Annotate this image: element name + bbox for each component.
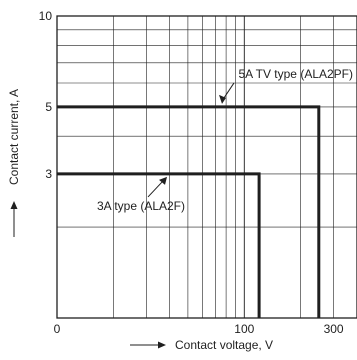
x-axis-title-group: Contact voltage, V [130, 338, 273, 352]
annotation-5a-tv-type-arrowhead [219, 94, 226, 104]
y-axis-arrowhead [10, 201, 18, 209]
y-axis-title-group: Contact current, A [7, 89, 21, 237]
y-tick-label: 3 [45, 167, 52, 181]
x-tick-label: 100 [234, 322, 254, 336]
series-line-5a-tv-type [57, 105, 321, 318]
x-tick-labels: 0 100 300 [54, 322, 344, 336]
x-tick-label: 0 [54, 322, 61, 336]
y-tick-label: 10 [39, 9, 53, 23]
annotation-3a-type-arrow [147, 179, 165, 198]
series-layer [57, 105, 321, 318]
annotation-3a-type-arrowhead [159, 176, 167, 185]
annotation-5a-tv-type: 5A TV type (ALA2PF) [239, 67, 354, 81]
y-tick-labels: 10 5 3 [39, 9, 53, 181]
x-tick-label: 300 [324, 322, 344, 336]
x-axis-title: Contact voltage, V [175, 338, 273, 352]
annotation-3a-type: 3A type (ALA2F) [97, 199, 185, 213]
grid [57, 16, 357, 318]
series-line-3a-type [57, 172, 261, 318]
y-axis-title: Contact current, A [7, 89, 21, 185]
plot-frame [56, 15, 357, 319]
x-axis-arrowhead [158, 341, 166, 349]
y-tick-label: 5 [45, 100, 52, 114]
